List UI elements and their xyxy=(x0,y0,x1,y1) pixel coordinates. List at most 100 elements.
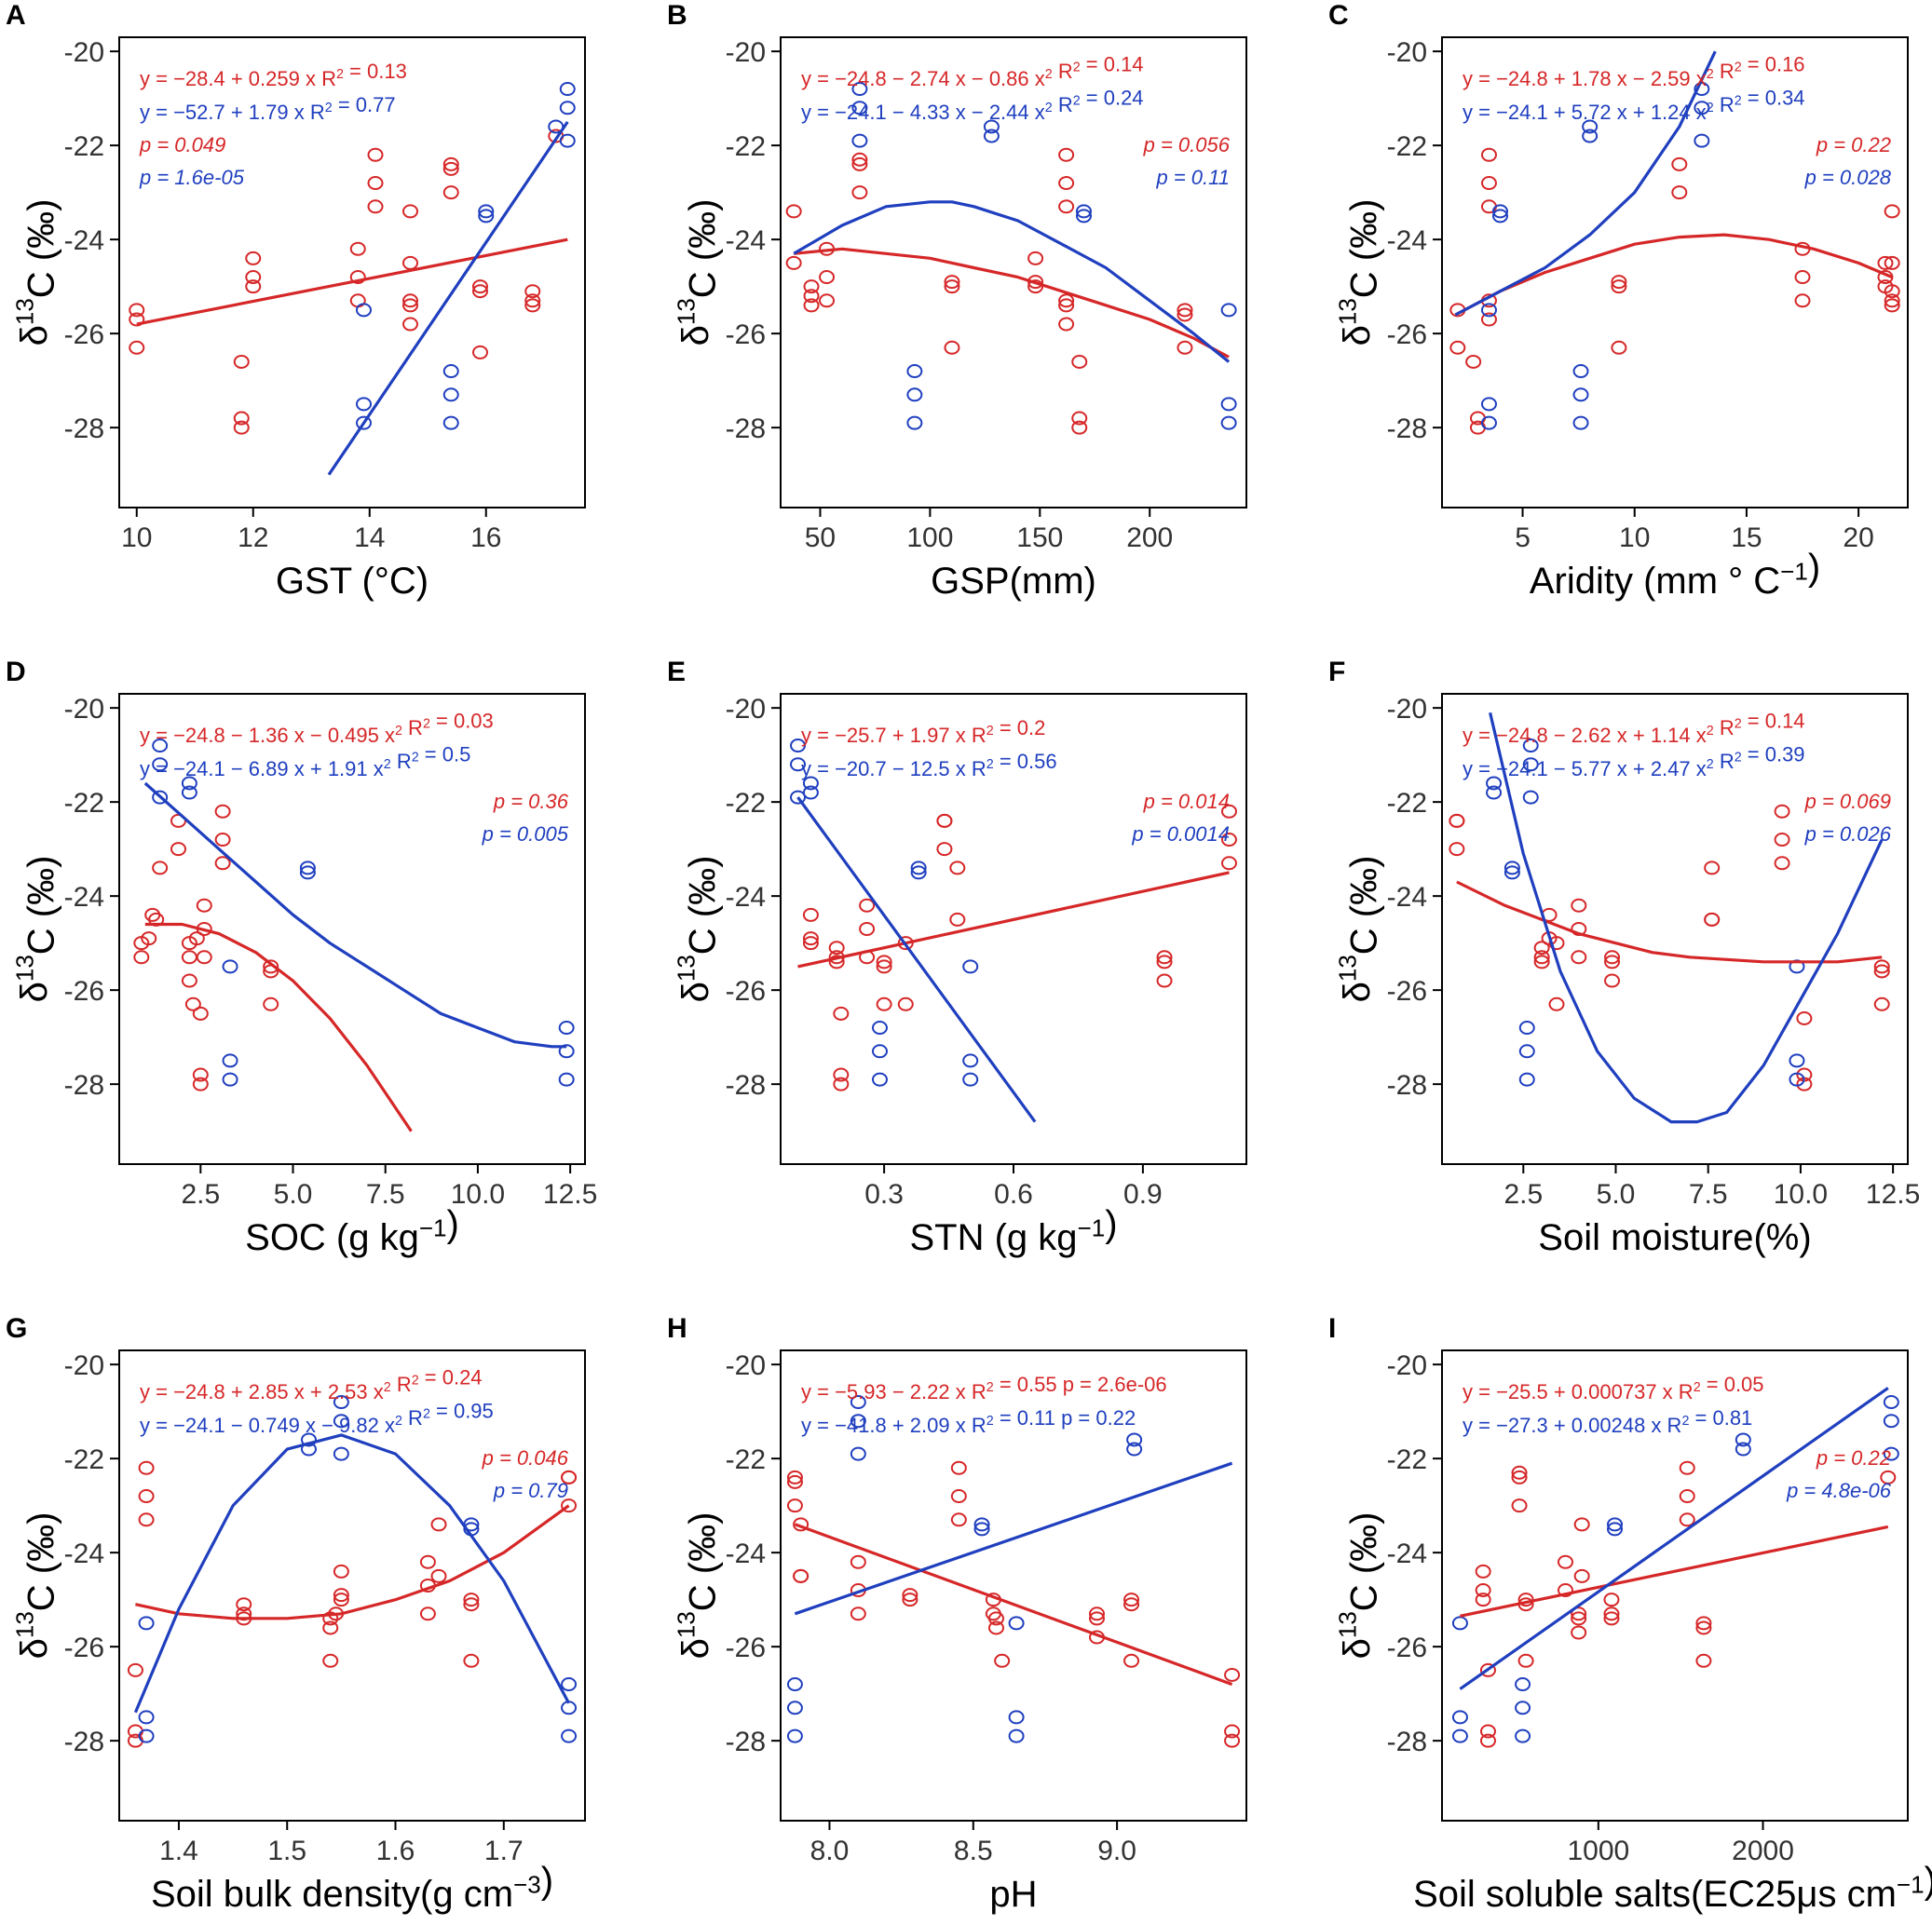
panel-letter: G xyxy=(6,1313,27,1344)
blue-point xyxy=(1480,397,1497,412)
blue-point xyxy=(851,101,868,115)
blue-equation: y = −24.1 − 4.33 x − 2.44 x2 R2 = 0.24 xyxy=(801,86,1144,124)
red-point xyxy=(1123,1593,1140,1607)
blue-point xyxy=(561,1728,578,1743)
red-point xyxy=(1123,1653,1140,1668)
x-tick-label: 20 xyxy=(1843,522,1873,553)
red-equation: y = −24.8 − 2.74 x − 0.86 x2 R2 = 0.14 xyxy=(801,52,1144,90)
blue-point xyxy=(1126,1432,1143,1447)
blue-point xyxy=(300,1432,317,1447)
x-tick-label: 8.5 xyxy=(954,1836,993,1866)
red-equation: y = −25.7 + 1.97 x R2 = 0.2 xyxy=(801,716,1045,747)
red-point xyxy=(263,996,279,1011)
plot-frame xyxy=(118,1349,586,1822)
x-tick-label: 9.0 xyxy=(1097,1836,1136,1866)
red-point xyxy=(1089,1606,1106,1621)
blue-p-value: p = 0.0014 xyxy=(1131,822,1230,846)
blue-point xyxy=(1503,865,1520,880)
y-tick-label: -22 xyxy=(64,131,104,162)
y-tick-label: -20 xyxy=(1387,694,1427,725)
x-axis-label: pH xyxy=(989,1874,1037,1915)
panel-h: H -28 -26 -24 -22 -20 8.0 8.5 9.0 pH δ13C (‰) y = −… xyxy=(667,1313,1247,1915)
y-tick-label: -26 xyxy=(1387,1633,1427,1663)
red-point xyxy=(233,420,250,435)
red-point xyxy=(367,199,384,214)
blue-fit-line xyxy=(796,796,1037,1123)
red-point xyxy=(803,298,820,313)
red-point xyxy=(1884,204,1900,219)
red-point xyxy=(442,156,459,171)
x-tick-label: 0.9 xyxy=(1123,1179,1163,1210)
y-tick-label: -22 xyxy=(1387,131,1427,162)
blue-point xyxy=(1126,1442,1143,1457)
red-point xyxy=(129,312,145,327)
x-tick-label: 7.5 xyxy=(366,1179,405,1210)
blue-p-value: p = 1.6e-05 xyxy=(139,166,245,189)
blue-p-value: p = 0.028 xyxy=(1804,166,1892,189)
red-point xyxy=(1177,303,1193,318)
red-point xyxy=(561,1498,578,1513)
x-tick-label: 5 xyxy=(1515,522,1531,553)
blue-point xyxy=(1694,101,1710,115)
red-point xyxy=(1695,1653,1712,1668)
blue-point xyxy=(871,1044,888,1059)
red-point xyxy=(833,1067,850,1082)
red-point xyxy=(1679,1512,1695,1527)
red-point xyxy=(402,298,418,313)
blue-point xyxy=(138,1728,155,1743)
red-point xyxy=(1548,936,1565,951)
red-point xyxy=(442,161,459,176)
blue-point xyxy=(850,1395,866,1410)
red-point xyxy=(1475,1564,1491,1579)
y-tick-label: -22 xyxy=(726,788,766,819)
y-tick-label: -28 xyxy=(726,413,766,444)
blue-point xyxy=(559,82,576,97)
red-point xyxy=(1774,804,1790,819)
red-point xyxy=(1511,1470,1528,1484)
red-point xyxy=(802,907,819,922)
red-point xyxy=(463,1653,480,1668)
red-point xyxy=(561,1470,578,1484)
blue-point xyxy=(1735,1442,1751,1457)
red-point xyxy=(181,950,197,965)
blue-point xyxy=(871,1072,888,1087)
red-point xyxy=(859,898,876,913)
red-point xyxy=(1873,959,1890,974)
blue-point xyxy=(1486,785,1503,800)
blue-point xyxy=(871,1021,888,1036)
x-tick-label: 12 xyxy=(238,522,268,553)
blue-point xyxy=(1451,1616,1468,1631)
y-tick-label: -28 xyxy=(1387,1070,1427,1101)
y-tick-label: -22 xyxy=(1387,1444,1427,1475)
y-tick-label: -26 xyxy=(1387,319,1427,350)
red-point xyxy=(949,912,966,927)
x-tick-label: 10 xyxy=(121,522,152,553)
red-point xyxy=(152,861,169,875)
blue-point xyxy=(1486,776,1503,791)
red-point xyxy=(1089,1611,1106,1626)
red-equation: y = −24.8 − 1.36 x − 0.495 x2 R2 = 0.03 xyxy=(140,709,494,747)
red-point xyxy=(1156,973,1173,988)
red-fit-line xyxy=(144,922,413,1132)
blue-equation: y = −52.7 + 1.79 x R2 = 0.77 xyxy=(140,93,396,124)
blue-point xyxy=(181,785,197,800)
red-point xyxy=(463,1597,480,1612)
red-point xyxy=(1611,279,1627,294)
blue-p-value: p = 4.8e-06 xyxy=(1786,1479,1892,1502)
red-point xyxy=(192,1006,209,1021)
blue-point xyxy=(790,757,807,772)
red-point xyxy=(1571,898,1587,913)
red-point xyxy=(472,279,488,294)
red-fit-line xyxy=(1456,880,1883,964)
plot-frame xyxy=(118,693,586,1165)
red-point xyxy=(1220,856,1237,871)
blue-point xyxy=(906,364,923,379)
red-point xyxy=(936,813,953,828)
red-point xyxy=(1479,1733,1496,1748)
blue-point xyxy=(356,303,372,318)
red-point xyxy=(819,270,836,285)
blue-point xyxy=(1607,1522,1624,1537)
blue-point xyxy=(906,387,923,402)
blue-point xyxy=(442,415,459,430)
